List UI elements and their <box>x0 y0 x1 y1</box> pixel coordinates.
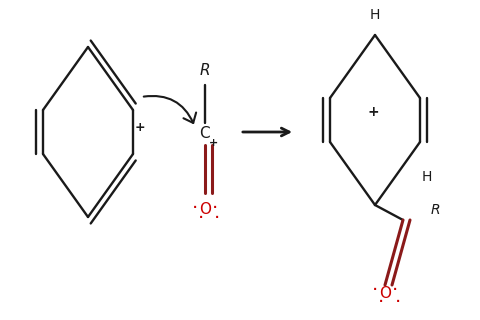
Text: ·: · <box>378 292 384 311</box>
Text: R: R <box>431 203 441 217</box>
Text: +: + <box>367 105 379 119</box>
Text: O: O <box>379 285 391 300</box>
Text: H: H <box>422 170 432 184</box>
Text: R: R <box>200 62 210 77</box>
Text: ·: · <box>212 198 218 218</box>
Text: ·: · <box>198 210 204 228</box>
FancyArrowPatch shape <box>144 96 196 123</box>
Text: +: + <box>135 121 145 133</box>
Text: ·: · <box>372 282 378 300</box>
Text: ·: · <box>192 198 198 218</box>
Text: ·: · <box>214 210 220 228</box>
Text: ·: · <box>392 282 398 300</box>
Text: +: + <box>209 138 218 148</box>
Text: ·: · <box>395 292 401 311</box>
Text: O: O <box>199 203 211 218</box>
Text: H: H <box>370 8 380 22</box>
Text: C: C <box>199 125 209 140</box>
